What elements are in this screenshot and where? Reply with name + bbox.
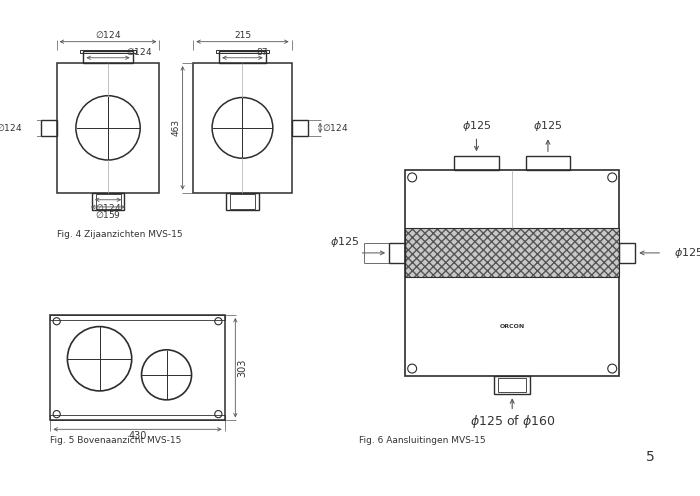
Text: $\varnothing$124: $\varnothing$124 [322,123,349,133]
Bar [92,192,124,210]
Bar [230,194,255,209]
Bar [219,51,266,63]
Bar [620,243,636,263]
Text: $\phi$125 of $\phi$160: $\phi$125 of $\phi$160 [470,413,555,430]
Text: $\phi$125: $\phi$125 [533,119,563,133]
Bar [41,120,57,136]
Bar [454,156,499,170]
Text: $\varnothing$124: $\varnothing$124 [94,201,121,213]
Bar [50,315,225,421]
Text: $\phi$125: $\phi$125 [462,119,491,133]
Text: $\varnothing$124: $\varnothing$124 [94,29,121,40]
Text: 87: 87 [257,48,268,57]
Text: 215: 215 [234,31,251,40]
Text: 5: 5 [646,450,655,464]
Text: 303: 303 [237,359,247,377]
Bar [405,170,620,376]
Bar [526,156,570,170]
Bar [83,51,132,63]
Text: $\varnothing$124: $\varnothing$124 [0,123,22,133]
Text: $\varnothing$159: $\varnothing$159 [95,209,121,220]
Text: $\phi$125: $\phi$125 [674,246,700,260]
Bar [57,63,160,192]
Bar [80,50,136,53]
Bar [50,415,225,421]
Bar [498,377,526,392]
Text: Fig. 4 Zijaanzichten MVS-15: Fig. 4 Zijaanzichten MVS-15 [57,230,182,239]
Text: ORCON: ORCON [500,324,525,329]
Text: 463: 463 [172,120,181,136]
Text: $\varnothing$124: $\varnothing$124 [126,46,153,57]
Bar [292,120,308,136]
Bar [494,376,530,394]
Text: $\phi$125: $\phi$125 [330,235,359,249]
Bar [193,63,292,192]
Bar [50,315,225,320]
Text: Fig. 5 Bovenaanzicht MVS-15: Fig. 5 Bovenaanzicht MVS-15 [50,436,182,445]
Text: Fig. 6 Aansluitingen MVS-15: Fig. 6 Aansluitingen MVS-15 [358,436,485,445]
Bar [226,192,258,210]
Bar [95,194,120,209]
Bar [389,243,405,263]
Text: 430: 430 [128,431,147,441]
Bar [405,228,620,277]
Bar [216,50,270,53]
Bar [405,228,620,277]
